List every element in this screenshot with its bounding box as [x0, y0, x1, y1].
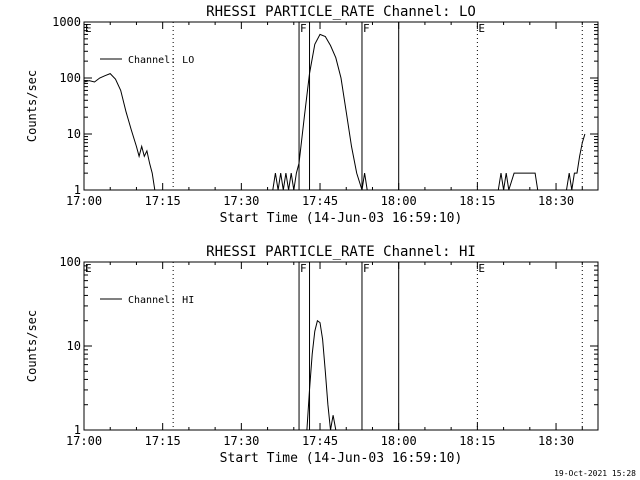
x-tick-label: 17:00 — [66, 434, 102, 448]
series-line-hi — [306, 319, 337, 431]
plot-frame — [83, 21, 599, 191]
x-tick-label: 17:00 — [66, 194, 102, 208]
event-marker-f: F — [363, 22, 370, 35]
event-marker-e: E — [85, 262, 92, 275]
x-tick-label: 18:15 — [459, 434, 495, 448]
y-tick-label: 100 — [59, 71, 81, 85]
chart-panel-1: RHESSI PARTICLE_RATE Channel: LOE F F E17:0… — [25, 4, 599, 226]
legend-entry: Channel: LO — [128, 55, 194, 66]
x-tick-label: 17:30 — [223, 194, 259, 208]
legend-entry: Channel: HI — [128, 295, 194, 306]
y-tick-label: 10 — [67, 339, 81, 353]
event-marker-f: F — [363, 262, 370, 275]
y-axis-label: Counts/sec — [25, 310, 39, 382]
x-tick-label: 17:30 — [223, 434, 259, 448]
x-axis-label: Start Time (14-Jun-03 16:59:10) — [220, 451, 463, 466]
y-tick-label: 100 — [59, 255, 81, 269]
y-tick-label: 1 — [74, 423, 81, 437]
event-marker-f: F — [300, 262, 307, 275]
event-marker-e: E — [85, 22, 92, 35]
x-tick-label: 17:45 — [302, 194, 338, 208]
x-tick-label: 18:00 — [381, 434, 417, 448]
event-marker-e: E — [478, 22, 485, 35]
x-tick-label: 17:15 — [145, 194, 181, 208]
series-line-lo — [83, 33, 586, 191]
x-tick-label: 17:45 — [302, 434, 338, 448]
y-axis-label: Counts/sec — [25, 70, 39, 142]
x-tick-label: 18:30 — [538, 434, 574, 448]
chart-title: RHESSI PARTICLE_RATE Channel: HI — [206, 244, 476, 260]
generation-timestamp: 19-Oct-2021 15:28 — [554, 469, 636, 478]
x-tick-label: 18:00 — [381, 194, 417, 208]
y-tick-label: 1 — [74, 183, 81, 197]
plot-frame — [83, 261, 599, 431]
x-tick-label: 18:15 — [459, 194, 495, 208]
chart-panel-2: RHESSI PARTICLE_RATE Channel: HIE F F E17:0… — [25, 244, 599, 466]
y-tick-label: 1000 — [52, 15, 81, 29]
x-tick-label: 18:30 — [538, 194, 574, 208]
event-marker-f: F — [300, 22, 307, 35]
y-tick-label: 10 — [67, 127, 81, 141]
event-marker-e: E — [478, 262, 485, 275]
x-tick-label: 17:15 — [145, 434, 181, 448]
chart-title: RHESSI PARTICLE_RATE Channel: LO — [206, 4, 476, 20]
x-axis-label: Start Time (14-Jun-03 16:59:10) — [220, 211, 463, 226]
